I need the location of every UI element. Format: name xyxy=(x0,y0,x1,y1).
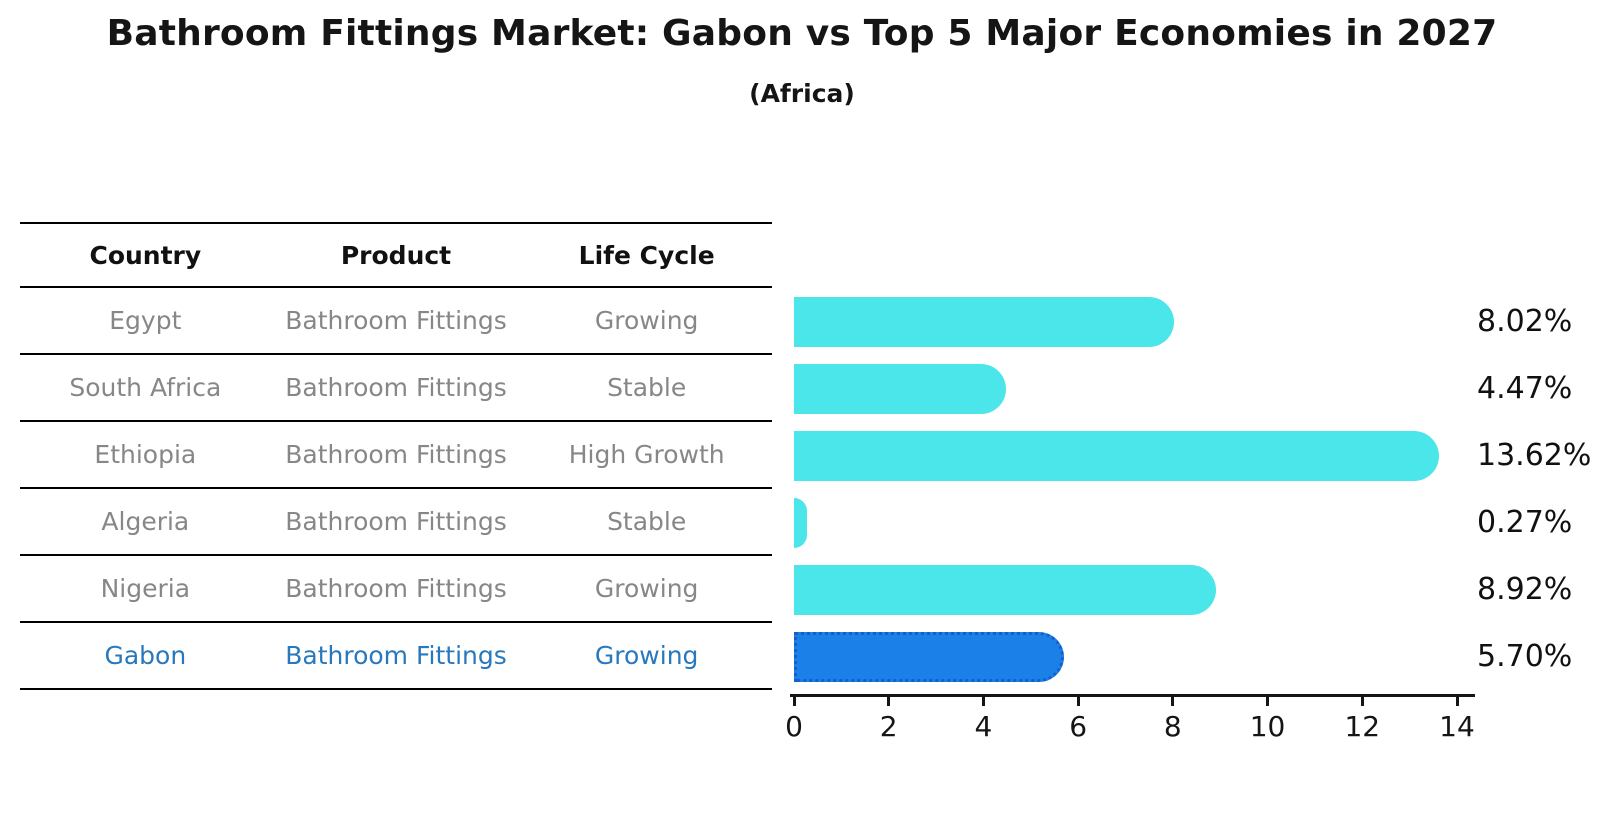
cell-country: Gabon xyxy=(104,641,187,670)
bar-nigeria xyxy=(794,564,1217,615)
value-label-algeria: 0.27% xyxy=(1477,504,1573,540)
value-label-gabon: 5.70% xyxy=(1477,638,1573,674)
chart-subtitle: (Africa) xyxy=(749,79,855,108)
cell-life-cycle: Growing xyxy=(594,574,699,603)
bar-ethiopia xyxy=(794,430,1439,481)
x-axis-tick-label-4: 4 xyxy=(974,710,993,743)
x-axis-line xyxy=(790,694,1475,697)
x-axis-tick-label-12: 12 xyxy=(1344,710,1381,743)
cell-country: Egypt xyxy=(109,306,182,335)
country-table: Country Product Life Cycle Egypt Bathroo… xyxy=(20,222,772,690)
table-header-life-cycle: Life Cycle xyxy=(578,240,715,270)
x-axis-tick-label-6: 6 xyxy=(1069,710,1088,743)
cell-product: Bathroom Fittings xyxy=(285,440,507,469)
cell-life-cycle: Stable xyxy=(607,507,687,536)
cell-product: Bathroom Fittings xyxy=(285,574,507,603)
bar-south-africa xyxy=(794,363,1006,414)
bar-egypt xyxy=(794,296,1174,347)
bar-gabon xyxy=(794,631,1064,682)
table-row-egypt: Egypt Bathroom Fittings Growing xyxy=(20,288,772,355)
x-axis-tick-label-2: 2 xyxy=(879,710,898,743)
x-axis-tick-14 xyxy=(1455,697,1459,706)
x-axis-tick-label-14: 14 xyxy=(1439,710,1475,743)
table-row-algeria: Algeria Bathroom Fittings Stable xyxy=(20,489,772,556)
cell-country: Nigeria xyxy=(100,574,191,603)
x-axis-tick-label-0: 0 xyxy=(785,710,803,743)
cell-country: Algeria xyxy=(101,507,190,536)
table-body: Egypt Bathroom Fittings Growing South Af… xyxy=(20,288,772,690)
value-label-egypt: 8.02% xyxy=(1477,303,1573,339)
x-axis-tick-12 xyxy=(1360,697,1364,706)
cell-product: Bathroom Fittings xyxy=(285,373,507,402)
value-label-nigeria: 8.92% xyxy=(1477,571,1573,607)
cell-product: Bathroom Fittings xyxy=(285,507,507,536)
cell-life-cycle: Stable xyxy=(607,373,687,402)
table-header-row: Country Product Life Cycle xyxy=(20,222,772,288)
value-label-south-africa: 4.47% xyxy=(1477,370,1573,406)
table-header-country: Country xyxy=(89,240,202,270)
cell-life-cycle: High Growth xyxy=(568,440,725,469)
cell-life-cycle: Growing xyxy=(594,641,699,670)
x-axis-tick-6 xyxy=(1076,697,1080,706)
table-row-south-africa: South Africa Bathroom Fittings Stable xyxy=(20,355,772,422)
cell-country: Ethiopia xyxy=(94,440,197,469)
table-row-nigeria: Nigeria Bathroom Fittings Growing xyxy=(20,556,772,623)
x-axis-tick-8 xyxy=(1171,697,1175,706)
bar-algeria xyxy=(794,497,807,548)
cell-country: South Africa xyxy=(69,373,222,402)
x-axis-tick-label-10: 10 xyxy=(1249,710,1286,743)
x-axis-tick-label-8: 8 xyxy=(1163,710,1182,743)
table-row-gabon: Gabon Bathroom Fittings Growing xyxy=(20,623,772,690)
value-label-ethiopia: 13.62% xyxy=(1477,437,1592,473)
x-axis-tick-4 xyxy=(981,697,985,706)
cell-life-cycle: Growing xyxy=(594,306,699,335)
x-axis-tick-10 xyxy=(1266,697,1270,706)
chart-title: Bathroom Fittings Market: Gabon vs Top 5… xyxy=(106,13,1498,54)
table-header-product: Product xyxy=(340,240,452,270)
x-axis-tick-2 xyxy=(887,697,891,706)
cell-product: Bathroom Fittings xyxy=(285,641,507,670)
cell-product: Bathroom Fittings xyxy=(285,306,507,335)
x-axis-tick-0 xyxy=(792,697,796,706)
table-row-ethiopia: Ethiopia Bathroom Fittings High Growth xyxy=(20,422,772,489)
